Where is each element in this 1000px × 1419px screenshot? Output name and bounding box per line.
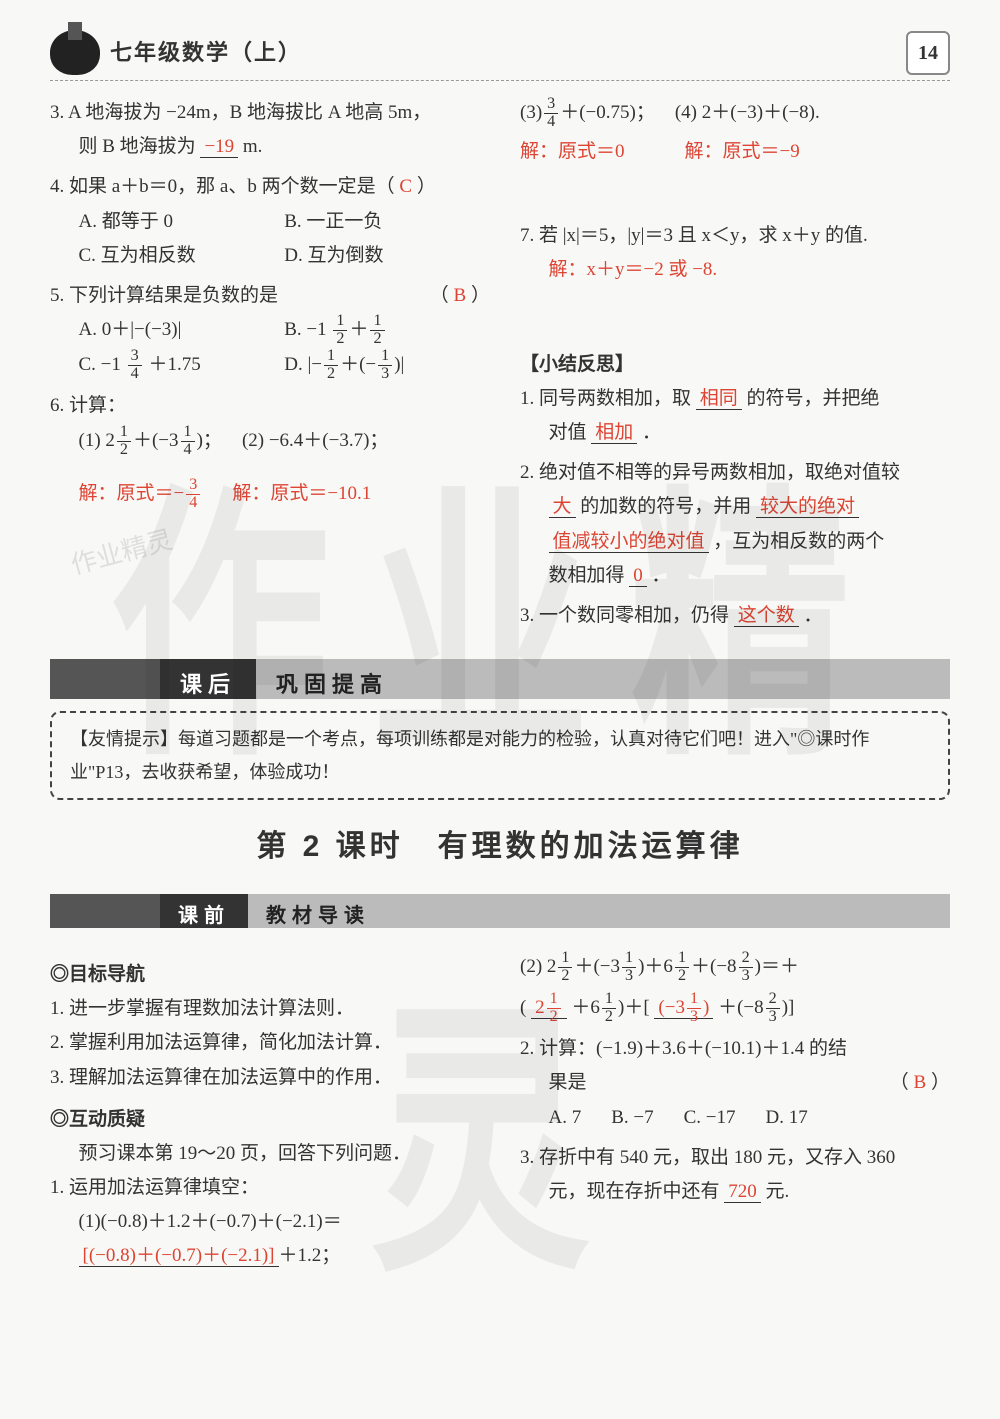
q5-close: ） [471,285,490,306]
q6-sol2: 解：原式＝−10.1 [232,477,371,512]
q6-part4: (4) 2＋(−3)＋(−8). [675,96,820,131]
q3-line1: 3. A 地海拔为 −24m，B 地海拔比 A 地高 5m， [50,96,490,130]
nav-3: 3. 理解加法运算律在加法运算中的作用． [50,1061,490,1095]
question-7: 7. 若 |x|＝5，|y|＝3 且 x＜y，求 x＋y 的值. 解：x＋y＝−… [520,219,950,287]
q6-part3: (3)34＋(−0.75)； [520,96,655,131]
summary-1: 1. 同号两数相加，取 相同 的符号，并把绝 对值 相加 ． [520,382,950,450]
lq2-opt-d: D. 17 [766,1101,808,1135]
lr-p2-line1: (2) 212＋(−313)＋612＋(−823)＝＋ [520,950,950,985]
lower-q2-answer: B [914,1072,927,1093]
question-4: 4. 如果 a＋b＝0，那 a、b 两个数一定是（ C ） A. 都等于 0 B… [50,170,490,273]
lower-q1-ans-line: [(−0.8)＋(−0.7)＋(−2.1)]＋1.2； [50,1239,490,1273]
tip-box: 【友情提示】每道习题都是一个考点，每项训练都是对能力的检验，认真对待它们吧！进入… [50,711,950,800]
nav-1: 1. 进一步掌握有理数加法计算法则． [50,992,490,1026]
q5-opt-b: B. −1 12＋12 [284,313,490,348]
nav-2: 2. 掌握利用加法运算律，简化加法计算． [50,1026,490,1060]
q5-opt-c: C. −1 34 ＋1.75 [79,348,285,383]
q4-opt-c: C. 互为相反数 [79,239,285,273]
tip-text: 【友情提示】每道习题都是一个考点，每项训练都是对能力的检验，认真对待它们吧！进入… [70,729,869,781]
question-6-cont: (3)34＋(−0.75)； (4) 2＋(−3)＋(−8). 解：原式＝0 解… [520,96,950,169]
lower-q1b: (1)(−0.8)＋1.2＋(−0.7)＋(−2.1)＝ [50,1205,490,1239]
q4-answer: C [399,176,412,197]
q7-text: 7. 若 |x|＝5，|y|＝3 且 x＜y，求 x＋y 的值. [520,219,950,253]
q4-opt-a: A. 都等于 0 [79,205,285,239]
q5-opt-a: A. 0＋|−(−3)| [79,313,285,348]
q3-unit: m. [243,136,263,157]
lower-q3-answer: 720 [724,1181,761,1203]
q5-answer: B [454,285,467,306]
q4-opt-d: D. 互为倒数 [284,239,490,273]
lower-q1a: 1. 运用加法运算律填空： [50,1171,490,1205]
q6-part1: (1) 212＋(−314)； [79,424,222,459]
bar1-dark: 课后 [160,659,256,699]
summary-title: 【小结反思】 [520,348,950,382]
summary-3: 3. 一个数同零相加，仍得 这个数 ． [520,599,950,633]
lower-q1-answer: [(−0.8)＋(−0.7)＋(−2.1)] [79,1245,279,1267]
logo-icon [50,30,100,75]
lq2-opt-c: C. −17 [684,1101,736,1135]
bar2-light: 教材导读 [248,894,950,928]
preview-text: 预习课本第 19～20 页，回答下列问题． [50,1137,490,1171]
q4-text: 4. 如果 a＋b＝0，那 a、b 两个数一定是（ [50,176,395,197]
lesson-2-title: 第 2 课时 有理数的加法运算律 [50,820,950,874]
lower-left-column: ◎目标导航 1. 进一步掌握有理数加法计算法则． 2. 掌握利用加法运算律，简化… [50,950,490,1274]
inter-title: ◎互动质疑 [50,1103,490,1137]
section-bar-review: 课后 巩固提高 [50,659,950,699]
upper-right-column: (3)34＋(−0.75)； (4) 2＋(−3)＋(−8). 解：原式＝0 解… [520,96,950,639]
lq2-opt-b: B. −7 [611,1101,653,1135]
q5-text: 5. 下列计算结果是负数的是 [50,279,278,313]
nav-title: ◎目标导航 [50,958,490,992]
page-header: 七年级数学（上） 14 [50,30,950,81]
upper-left-column: 3. A 地海拔为 −24m，B 地海拔比 A 地高 5m， 则 B 地海拔为 … [50,96,490,639]
q4-close: ） [417,176,436,197]
bar1-light: 巩固提高 [256,659,950,699]
q3-answer: −19 [200,136,238,158]
lower-q3: 3. 存折中有 540 元，取出 180 元，又存入 360 元，现在存折中还有… [520,1141,950,1209]
q3-line2a: 则 B 地海拔为 [79,136,196,157]
q5-opt-d: D. |−12＋(−13)| [284,348,490,383]
question-5: 5. 下列计算结果是负数的是 （ B ） A. 0＋|−(−3)| B. −1 … [50,279,490,383]
question-3: 3. A 地海拔为 −24m，B 地海拔比 A 地高 5m， 则 B 地海拔为 … [50,96,490,164]
lq2-opt-a: A. 7 [549,1101,582,1135]
q6-sol1: 解：原式＝−34 [79,477,203,512]
q5-open: （ [430,285,449,306]
book-title: 七年级数学（上） [110,33,302,73]
section-bar-preview: 课前 教材导读 [50,894,950,928]
q6-part2: (2) −6.4＋(−3.7)； [242,424,389,459]
question-6: 6. 计算： (1) 212＋(−314)； (2) −6.4＋(−3.7)； … [50,389,490,511]
bar2-dark: 课前 [160,894,248,928]
lr-p2-line2: ( 212 ＋612)＋[ (−313) ＋(−823)] [520,991,950,1026]
q4-opt-b: B. 一正一负 [284,205,490,239]
summary-2: 2. 绝对值不相等的异号两数相加，取绝对值较 大 的加数的符号，并用 较大的绝对… [520,456,950,593]
q7-solution: 解：x＋y＝−2 或 −8. [520,253,950,287]
q6-sol4: 解：原式＝−9 [685,135,800,169]
page-number: 14 [906,31,950,75]
q6-sol3: 解：原式＝0 [520,135,625,169]
lower-q2: 2. 计算：(−1.9)＋3.6＋(−10.1)＋1.4 的结 果是 （ B ）… [520,1032,950,1135]
q6-title: 6. 计算： [50,389,490,423]
lower-right-column: (2) 212＋(−313)＋612＋(−823)＝＋ ( 212 ＋612)＋… [520,950,950,1274]
